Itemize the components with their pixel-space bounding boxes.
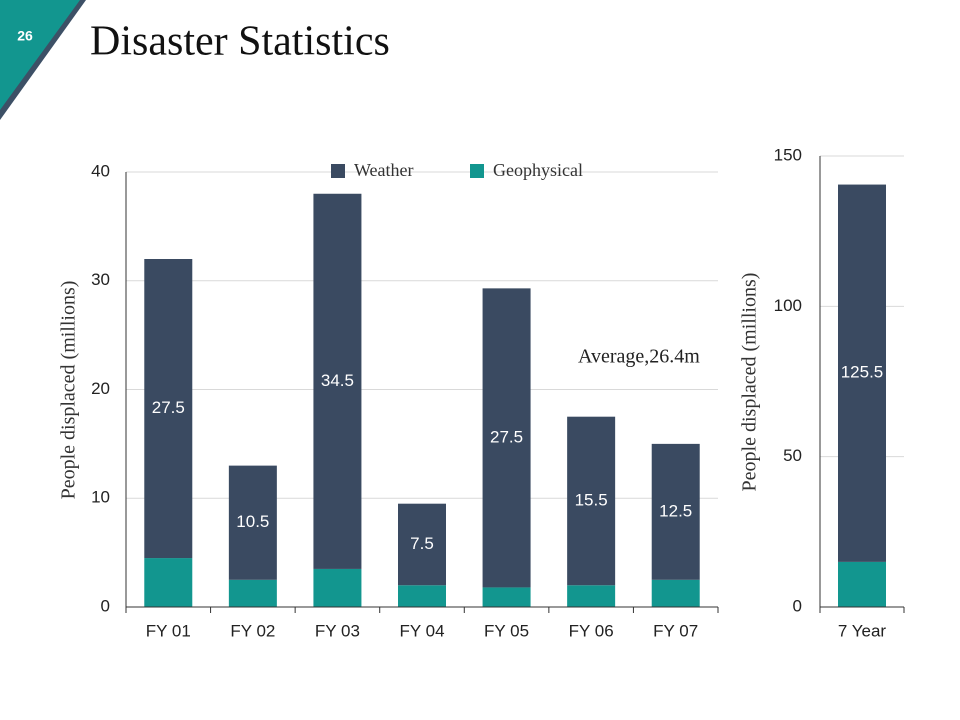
- x-tick-label: FY 06: [569, 621, 614, 640]
- y-tick-label: 30: [91, 270, 110, 289]
- y-tick-label: 0: [101, 596, 110, 615]
- y-tick-label: 10: [91, 488, 110, 507]
- bar-segment: [228, 465, 277, 580]
- bar-segment: [228, 579, 277, 607]
- bar-segment: [144, 558, 193, 607]
- bar-segment: [313, 193, 362, 569]
- y-tick-label: 40: [91, 161, 110, 180]
- x-tick-label: FY 03: [315, 621, 360, 640]
- data-label: 27.5: [490, 427, 523, 446]
- bar-segment: [838, 561, 886, 607]
- x-tick-label: FY 02: [230, 621, 275, 640]
- data-label: 12.5: [659, 501, 692, 520]
- corner-tab: [0, 0, 80, 110]
- bar-segment: [651, 443, 700, 580]
- data-label: 125.5: [841, 363, 884, 382]
- x-tick-label: FY 01: [146, 621, 191, 640]
- y-tick-label: 50: [783, 446, 802, 465]
- bar-segment: [838, 184, 886, 562]
- y-axis-label: People displaced (millions): [58, 281, 80, 500]
- y-tick-label: 100: [774, 296, 802, 315]
- x-tick-label: FY 04: [399, 621, 444, 640]
- bar-segment: [398, 503, 446, 586]
- bar-segment: [482, 587, 531, 607]
- legend-swatch: [470, 164, 484, 178]
- bar-segment: [144, 259, 193, 559]
- x-tick-label: FY 07: [653, 621, 698, 640]
- y-tick-label: 0: [793, 596, 802, 615]
- y-tick-label: 20: [91, 379, 110, 398]
- legend-label: Geophysical: [493, 160, 583, 180]
- y-tick-label: 150: [774, 145, 802, 164]
- slide-number: 26: [17, 28, 33, 44]
- bar-segment: [567, 585, 616, 607]
- bar-segment: [482, 288, 531, 588]
- bar-segment: [651, 579, 700, 607]
- x-tick-label: FY 05: [484, 621, 529, 640]
- legend-label: Weather: [354, 160, 414, 180]
- annotation: Average,26.4m: [578, 346, 700, 368]
- legend-swatch: [331, 164, 345, 178]
- y-axis-label: People displaced (millions): [739, 273, 761, 492]
- bar-segment: [567, 416, 616, 586]
- data-label: 10.5: [236, 512, 269, 531]
- bar-segment: [313, 568, 362, 607]
- data-label: 27.5: [152, 398, 185, 417]
- data-label: 34.5: [321, 371, 354, 390]
- slide-title: Disaster Statistics: [90, 19, 390, 65]
- bar-segment: [398, 585, 446, 607]
- x-tick-label: 7 Year: [838, 621, 887, 640]
- data-label: 7.5: [410, 534, 434, 553]
- data-label: 15.5: [575, 490, 608, 509]
